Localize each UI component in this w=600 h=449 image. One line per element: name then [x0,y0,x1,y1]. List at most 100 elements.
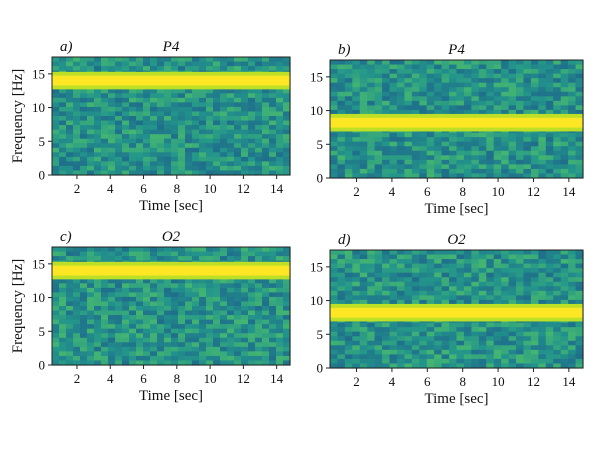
heatmap-cell [530,345,539,351]
heatmap-cell [374,295,383,301]
heatmap-cell [255,120,263,126]
heatmap-cell [538,105,547,111]
heatmap-cell [411,109,420,116]
heatmap-cell [206,256,214,262]
heatmap-cell [568,64,577,70]
heatmap-cell [73,134,81,140]
heatmap-cell [374,96,383,102]
heatmap-cell [192,125,200,131]
x-axis-label: Time [sec] [139,388,203,404]
heatmap-cell [426,290,435,296]
heatmap-cell [463,141,472,147]
heatmap-cell [374,327,383,333]
heatmap-cell [367,272,376,278]
heatmap-cell [115,342,123,348]
heatmap-cell [115,61,123,67]
heatmap-cell [382,60,391,66]
heatmap-cell [255,283,263,289]
heatmap-cell [441,327,450,333]
heatmap-cell [419,150,428,156]
heatmap-cell [404,268,413,274]
heatmap-cell [441,259,450,265]
heatmap-cell [227,328,235,334]
heatmap-cell [337,91,346,97]
heatmap-cell [199,97,207,103]
heatmap-cell [220,134,228,140]
heatmap-cell [337,168,346,175]
heatmap-cell [560,132,569,138]
heatmap-cell [213,116,221,122]
heatmap-cell [206,88,214,94]
heatmap-cell [129,333,137,339]
heatmap-cell [411,250,420,256]
heatmap-cell [269,283,277,289]
heatmap-cell [516,173,525,179]
heatmap-cell [192,342,200,348]
heatmap-cell [241,88,249,94]
heatmap-cell [164,102,172,108]
heatmap-cell [486,168,495,175]
heatmap-cell [94,296,102,303]
heatmap-cell [516,268,525,274]
heatmap-cell [227,156,235,162]
heatmap-cell [337,159,346,165]
heatmap-cell [352,349,361,355]
heatmap-cell [456,69,465,75]
heatmap-cell [419,363,428,369]
heatmap-cell [255,61,263,67]
heatmap-cell [73,57,81,63]
heatmap-cell [478,150,487,156]
heatmap-cell [508,281,517,287]
heatmap-cell [248,129,256,135]
heatmap-cell [456,137,465,143]
heatmap-cell [560,327,569,333]
heatmap-cell [330,336,339,342]
heatmap-cell [255,328,263,334]
heatmap-cell [449,254,458,260]
heatmap-cell [108,292,116,298]
heatmap-cell [553,290,562,296]
heatmap-cell [220,111,228,117]
heatmap-cell [382,345,391,351]
heatmap-cell [516,109,525,116]
panel-label: a) [60,39,73,55]
heatmap-cell [101,333,109,339]
heatmap-cell [101,102,109,108]
heatmap-cell [337,250,346,256]
heatmap-cell [122,351,130,357]
heatmap-cell [283,333,291,339]
heatmap-cell [164,106,172,113]
heatmap-cell [344,100,353,106]
heatmap-cell [389,173,398,179]
heatmap-cell [143,328,151,334]
heatmap-cell [404,358,413,365]
heatmap-cell [463,69,472,75]
heatmap-cell [199,165,207,172]
heatmap-cell [192,111,200,117]
heatmap-cell [434,73,443,79]
heatmap-cell [553,168,562,175]
heatmap-cell [523,295,532,301]
heatmap-cell [248,111,256,117]
heatmap-cell [192,310,200,316]
heatmap-cell [344,69,353,75]
heatmap-cell [178,138,186,144]
heatmap-cell [178,283,186,289]
heatmap-cell [213,152,221,158]
heatmap-cell [575,268,584,274]
heatmap-cell [87,129,95,135]
heatmap-cell [269,156,277,162]
heatmap-cell [150,301,158,307]
heatmap-cell [143,296,151,303]
heatmap-cell [501,349,510,355]
heatmap-cell [248,57,256,63]
heatmap-cell [434,137,443,143]
heatmap-cell [136,165,144,172]
heatmap-cell [241,125,249,131]
heatmap-cell [478,354,487,360]
heatmap-cell [330,164,339,170]
heatmap-cell [262,301,270,307]
heatmap-cell [80,61,88,67]
heatmap-cell [575,132,584,138]
